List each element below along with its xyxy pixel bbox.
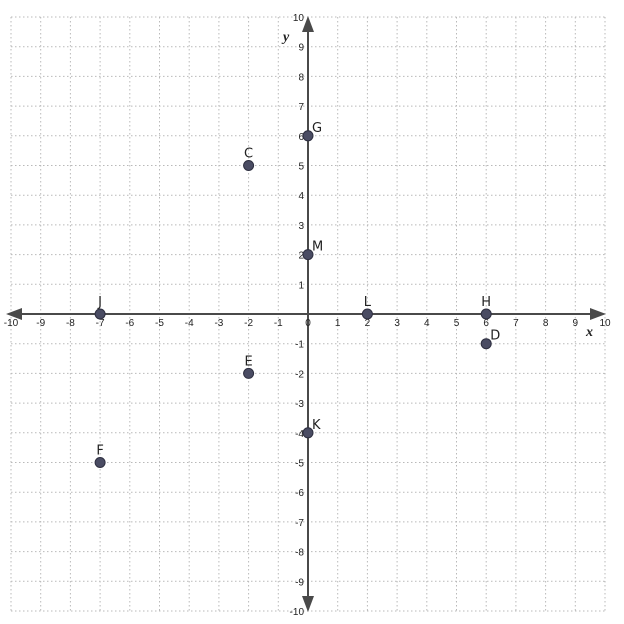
point-label: D (490, 329, 500, 344)
point-label: M (312, 240, 323, 255)
y-tick-label: -1 (295, 340, 304, 351)
y-tick-label: 3 (298, 221, 304, 232)
y-tick-label: -3 (295, 399, 304, 410)
point-D (480, 338, 492, 350)
point-label: F (96, 444, 103, 459)
x-tick-label: -8 (66, 318, 75, 329)
y-tick-label: -7 (295, 518, 304, 529)
y-tick-label: -6 (295, 488, 304, 499)
y-tick-label: 6 (298, 132, 304, 143)
point-label: K (312, 418, 321, 433)
x-tick-label: -3 (214, 318, 223, 329)
point-label: L (364, 295, 372, 310)
x-axis-left-arrow (6, 308, 22, 320)
x-tick-label: 9 (573, 318, 579, 329)
x-tick-label: 3 (394, 318, 400, 329)
x-axis-label: x (585, 325, 593, 340)
y-tick-label: 2 (298, 251, 304, 262)
point-label: G (312, 121, 322, 136)
point-G (302, 130, 314, 142)
point-F (94, 457, 106, 468)
y-axis-label: y (281, 30, 290, 45)
x-tick-label: -10 (4, 318, 19, 329)
x-tick-label: 7 (513, 318, 519, 329)
x-tick-label: 1 (335, 318, 341, 329)
y-tick-label: -4 (295, 429, 304, 440)
x-tick-label: -2 (244, 318, 253, 329)
y-tick-label: 10 (293, 13, 305, 24)
point-label: C (244, 147, 253, 162)
x-tick-label: 5 (454, 318, 460, 329)
x-tick-label: -7 (96, 318, 105, 329)
data-points: C D E F G H J K L M (94, 121, 500, 468)
y-tick-label: -8 (295, 548, 304, 559)
y-tick-label: -2 (295, 369, 304, 380)
x-tick-label: -1 (274, 318, 283, 329)
y-tick-label: 4 (298, 191, 304, 202)
y-tick-label: -5 (295, 459, 304, 470)
axes (6, 16, 606, 612)
y-tick-label: 7 (298, 102, 304, 113)
x-tick-label: -6 (125, 318, 134, 329)
x-tick-label: -5 (155, 318, 164, 329)
y-tick-label: 5 (298, 162, 304, 173)
y-tick-label: -9 (295, 577, 304, 588)
y-axis-down-arrow (302, 596, 314, 612)
point-label: J (97, 295, 102, 310)
tick-labels: -10 -9 -8 -7 -6 -5 -4 -3 -2 -1 0 1 2 3 4 5 6 7 8 9 10-10-9-8… (4, 13, 611, 618)
y-tick-label: -10 (290, 607, 305, 618)
point-E (243, 367, 255, 379)
point-label: E (244, 354, 252, 369)
point-J (94, 308, 106, 320)
point-C (243, 160, 255, 171)
x-tick-label: 0 (305, 318, 311, 329)
point-H (480, 308, 492, 320)
x-tick-label: -9 (36, 318, 45, 329)
y-tick-label: 1 (298, 280, 304, 291)
point-K (302, 427, 314, 439)
y-tick-label: 8 (298, 72, 304, 83)
x-tick-label: 6 (483, 318, 489, 329)
x-tick-label: -4 (185, 318, 194, 329)
y-axis-up-arrow (302, 16, 314, 32)
y-tick-label: 9 (298, 43, 304, 54)
x-tick-label: 4 (424, 318, 430, 329)
x-tick-label: 2 (365, 318, 371, 329)
x-tick-label: 10 (599, 318, 611, 329)
point-label: H (481, 295, 491, 310)
point-M (302, 249, 314, 261)
x-tick-label: 8 (543, 318, 549, 329)
point-L (361, 308, 373, 320)
x-axis-right-arrow (590, 308, 606, 320)
